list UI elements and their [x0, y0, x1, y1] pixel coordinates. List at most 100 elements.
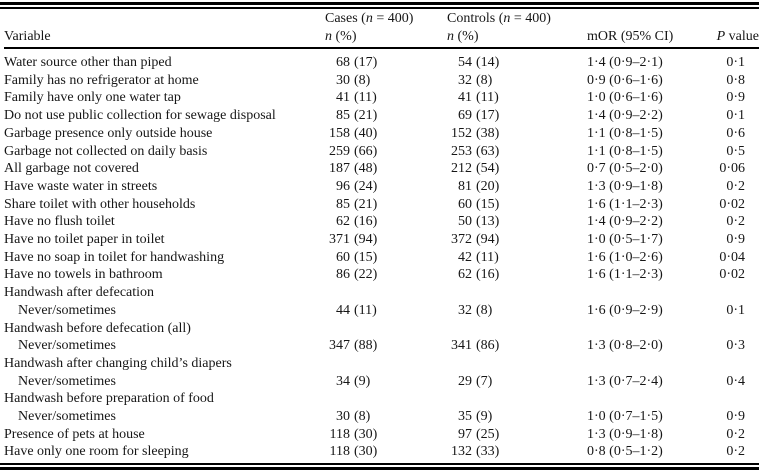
row-cases-value: 187 (48) — [325, 160, 447, 178]
cases-percent: (9) — [354, 373, 371, 389]
cases-percent: (15) — [354, 249, 378, 265]
row-variable-label: Family has no refrigerator at home — [4, 72, 325, 90]
row-p-value: 0·4 — [726, 373, 745, 389]
variable-text: Have no towels in bathroom — [4, 267, 163, 283]
variable-text: Family has no refrigerator at home — [4, 72, 199, 88]
row-p-value: 0·2 — [726, 426, 745, 442]
row-variable-label: Family have only one water tap — [4, 89, 325, 107]
table-header: Variable Cases (n = 400) n (%) Controls … — [4, 9, 759, 49]
variable-text: Never/sometimes — [18, 373, 116, 389]
row-variable-label: Have only one room for sleeping — [4, 443, 325, 461]
top-double-rule — [0, 2, 759, 9]
table-row: Never/sometimes 347 (88) 341 (86) 1·3 (0·8… — [4, 337, 759, 355]
row-controls-value: 253 (63) — [447, 143, 587, 161]
row-controls-value: 132 (33) — [447, 443, 587, 461]
row-variable-label: Garbage not collected on daily basis — [4, 143, 325, 161]
controls-n: 69 — [458, 108, 472, 124]
controls-percent: (14) — [476, 55, 500, 70]
table-row: Never/sometimes 44 (11) 32 (8) 1·6 (0·9–2·… — [4, 302, 759, 320]
variable-text: Handwash after defecation — [4, 285, 155, 301]
variable-text: Have no toilet paper in toilet — [4, 232, 165, 248]
table-row: All garbage not covered 187 (48) 212 (54) … — [4, 160, 759, 178]
row-p-value — [703, 284, 759, 302]
row-controls-value: 50 (13) — [447, 213, 587, 231]
table-row-group-header: Handwash before preparation of food — [4, 390, 759, 408]
row-p-value — [703, 390, 759, 408]
row-mor-value — [587, 320, 703, 338]
cases-percent: (22) — [354, 267, 378, 283]
row-cases-value — [325, 355, 447, 373]
row-variable-label: Handwash after changing child’s diapers — [4, 355, 325, 373]
variable-text: Presence of pets at house — [4, 426, 145, 442]
table-row-group-header: Handwash before defecation (all) — [4, 320, 759, 338]
header-mor: mOR (95% CI) — [587, 9, 703, 49]
table-body: Water source other than piped 68 (17) 54 (… — [4, 48, 759, 461]
header-cases-title: Cases (n = 400) — [325, 11, 414, 26]
cases-n: 68 — [336, 55, 350, 70]
controls-n: 60 — [458, 196, 472, 212]
row-p-value: 0·04 — [719, 249, 745, 265]
variable-text: Never/sometimes — [18, 338, 116, 354]
row-mor-value: 1·4 (0·9–2·2) — [587, 214, 663, 230]
row-controls-value — [447, 284, 587, 302]
row-controls-value: 54 (14) — [447, 48, 587, 72]
variable-text: Have no soap in toilet for handwashing — [4, 249, 225, 265]
cases-percent: (21) — [354, 196, 378, 212]
variable-text: Family have only one water tap — [4, 90, 181, 106]
row-controls-value: 69 (17) — [447, 107, 587, 125]
table-row: Family has no refrigerator at home 30 (8)… — [4, 72, 759, 90]
row-cases-value: 259 (66) — [325, 143, 447, 161]
cases-n: 118 — [329, 426, 350, 442]
row-variable-label: Have no soap in toilet for handwashing — [4, 249, 325, 267]
row-p-value: 0·1 — [726, 108, 745, 124]
controls-percent: (86) — [476, 338, 500, 354]
cases-percent: (17) — [354, 55, 378, 70]
controls-percent: (94) — [476, 232, 500, 248]
row-cases-value: 34 (9) — [325, 373, 447, 391]
cases-n: 96 — [336, 178, 350, 194]
row-cases-value — [325, 390, 447, 408]
row-p-value — [703, 320, 759, 338]
variable-text: Handwash before defecation (all) — [4, 320, 191, 336]
row-p-value: 0·02 — [719, 196, 745, 212]
row-mor-value: 1·3 (0·9–1·8) — [587, 426, 663, 442]
row-controls-value: 62 (16) — [447, 266, 587, 284]
header-mor-label: mOR (95% CI) — [587, 28, 674, 44]
cases-n: 118 — [329, 444, 350, 460]
row-cases-value — [325, 284, 447, 302]
row-variable-label: Have no flush toilet — [4, 213, 325, 231]
cases-n: 44 — [336, 302, 350, 318]
controls-percent: (15) — [476, 196, 500, 212]
controls-percent: (8) — [476, 302, 493, 318]
row-controls-value: 60 (15) — [447, 196, 587, 214]
variable-text: Handwash before preparation of food — [4, 391, 214, 407]
variable-text: Water source other than piped — [4, 55, 172, 70]
cases-percent: (8) — [354, 409, 371, 425]
controls-n: 41 — [458, 90, 472, 106]
cases-n: 34 — [336, 373, 350, 389]
controls-n: 372 — [451, 232, 472, 248]
variable-text: Never/sometimes — [18, 302, 116, 318]
row-controls-value: 42 (11) — [447, 249, 587, 267]
row-p-value: 0·02 — [719, 267, 745, 283]
row-mor-value: 0·8 (0·5–1·2) — [587, 444, 663, 460]
controls-n: 81 — [458, 178, 472, 194]
case-control-table: Variable Cases (n = 400) n (%) Controls … — [4, 9, 759, 461]
row-variable-label: Share toilet with other households — [4, 196, 325, 214]
header-cases: Cases (n = 400) n (%) — [325, 9, 447, 49]
row-cases-value: 118 (30) — [325, 443, 447, 461]
row-controls-value: 341 (86) — [447, 337, 587, 355]
row-cases-value: 85 (21) — [325, 196, 447, 214]
row-cases-value: 68 (17) — [325, 48, 447, 72]
table-row: Have no towels in bathroom 86 (22) 62 (16)… — [4, 266, 759, 284]
table-row: Have only one room for sleeping 118 (30) … — [4, 443, 759, 461]
controls-n: 132 — [451, 444, 472, 460]
cases-n: 187 — [329, 161, 350, 177]
table-row: Have no soap in toilet for handwashing 6… — [4, 249, 759, 267]
controls-percent: (11) — [476, 249, 499, 265]
row-p-value: 0·9 — [726, 232, 745, 248]
row-mor-value: 1·6 (1·1–2·3) — [587, 267, 663, 283]
row-p-value: 0·5 — [726, 143, 745, 159]
row-cases-value: 30 (8) — [325, 408, 447, 426]
cases-percent: (11) — [354, 90, 377, 106]
